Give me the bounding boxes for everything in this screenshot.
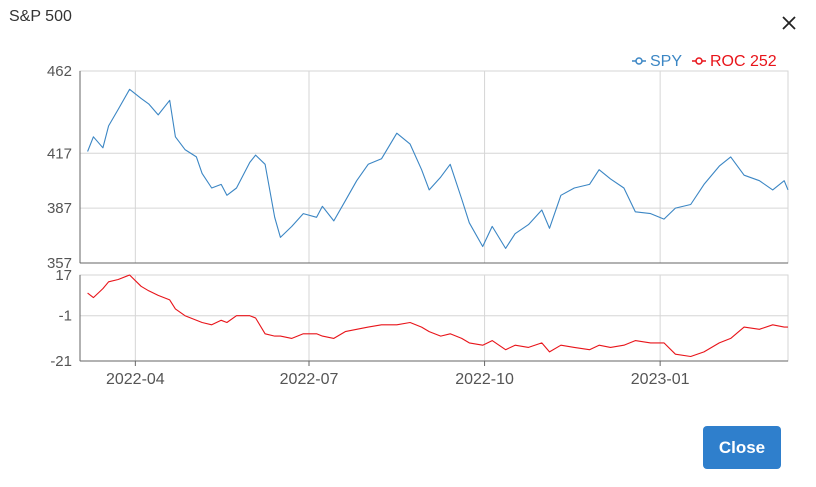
legend-item-spy-marker <box>635 57 643 65</box>
x-tick-label: 2023-01 <box>631 371 690 388</box>
plot-frame <box>79 70 789 264</box>
close-icon[interactable] <box>776 10 802 36</box>
modal-title: S&P 500 <box>9 8 72 25</box>
y-tick-label: 17 <box>55 267 72 284</box>
y-tick-label: 417 <box>47 145 72 162</box>
legend-item-roc-label: ROC 252 <box>710 53 777 70</box>
legend-item-spy-label: SPY <box>650 53 682 70</box>
x-axis: 2022-04 2022-07 2022-10 2023-01 <box>106 361 690 388</box>
x-tick-label: 2022-10 <box>455 371 514 388</box>
y-tick-label: 357 <box>47 255 72 272</box>
spy-series-line <box>87 88 789 249</box>
y-tick-label: -21 <box>50 353 72 370</box>
spy-panel: 462 417 387 357 <box>47 63 789 272</box>
legend-item-roc-marker <box>695 57 703 65</box>
x-tick-label: 2022-07 <box>280 371 339 388</box>
plot-frame <box>79 274 789 362</box>
y-tick-label: 462 <box>47 63 72 80</box>
x-tick-label: 2022-04 <box>106 371 165 388</box>
y-tick-label: -1 <box>59 308 72 325</box>
chart-legend: SPY ROC 252 <box>632 53 777 70</box>
roc-panel: 17 -1 -21 <box>50 267 789 370</box>
roc-series-line <box>87 274 788 358</box>
close-button[interactable]: Close <box>703 426 781 469</box>
y-tick-label: 387 <box>47 200 72 217</box>
